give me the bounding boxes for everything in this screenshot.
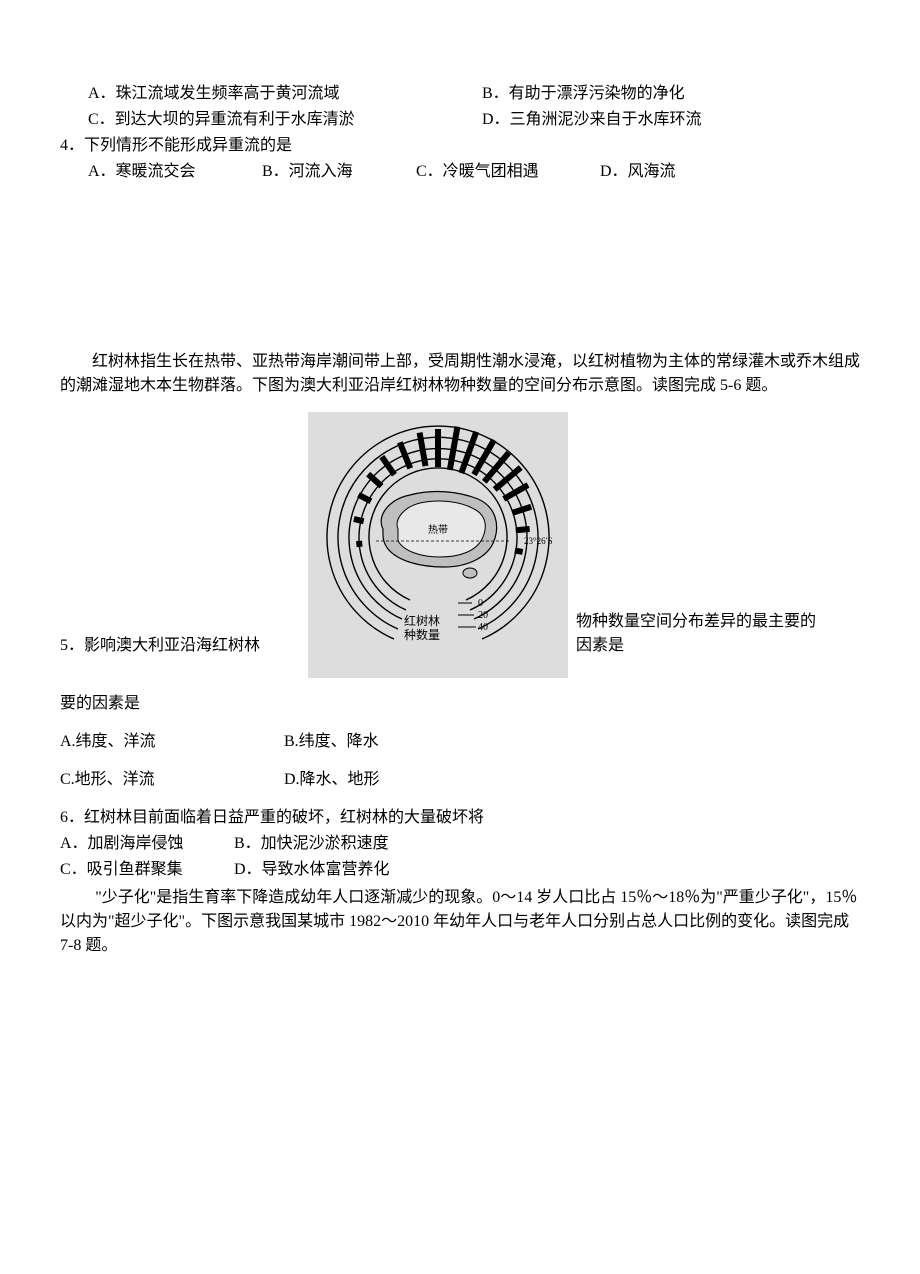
q5-options-row2: C.地形、洋流 D.降水、地形 <box>60 768 860 792</box>
q6-option-d: D．导致水体富营养化 <box>234 858 404 882</box>
q4-option-b: B．河流入海 <box>262 160 412 184</box>
figure-label-main: 红树林 <box>404 613 440 628</box>
q5-stem-right: 物种数量空间分布差异的最主要的因素是 <box>568 610 826 686</box>
q3-option-b: B．有助于漂浮污染物的净化 <box>482 82 685 106</box>
q4-option-a: A．寒暖流交会 <box>88 160 258 184</box>
spacer <box>60 186 860 346</box>
q6-stem: 6．红树林目前面临着日益严重的破坏，红树林的大量破坏将 <box>60 806 860 830</box>
mangrove-distribution-svg: 热带 23°26′S <box>308 412 568 678</box>
q5-options-row1: A.纬度、洋流 B.纬度、降水 <box>60 730 860 754</box>
q3-option-a: A．珠江流域发生频率高于黄河流域 <box>88 82 478 106</box>
q5-stem-tail: 要的因素是 <box>60 692 860 716</box>
q3-option-d: D．三角洲泥沙来自于水库环流 <box>482 108 702 132</box>
q6-option-a: A．加剧海岸侵蚀 <box>60 832 230 856</box>
intro-78: "少子化"是指生育率下降造成幼年人口逐渐减少的现象。0～14 岁人口比占 15％… <box>60 886 860 958</box>
q3-option-c: C．到达大坝的异重流有利于水库清淤 <box>88 108 478 132</box>
tropic-label: 热带 <box>428 523 448 536</box>
q6-option-b: B．加快泥沙淤积速度 <box>234 832 404 856</box>
q3-options-row2: C．到达大坝的异重流有利于水库清淤 D．三角洲泥沙来自于水库环流 <box>60 108 860 132</box>
q6-options-row2: C．吸引鱼群聚集 D．导致水体富营养化 <box>60 858 860 882</box>
q5-option-a: A.纬度、洋流 <box>60 730 280 754</box>
q5-option-c: C.地形、洋流 <box>60 768 280 792</box>
q4-option-d: D．风海流 <box>600 160 676 184</box>
figure-australia-mangrove: 热带 23°26′S <box>308 412 568 686</box>
scale-0: 0 <box>478 598 483 609</box>
q6-options-row1: A．加剧海岸侵蚀 B．加快泥沙淤积速度 <box>60 832 860 856</box>
q4-option-c: C．冷暖气团相遇 <box>416 160 596 184</box>
q5-option-d: D.降水、地形 <box>284 768 504 792</box>
q3-options-row1: A．珠江流域发生频率高于黄河流域 B．有助于漂浮污染物的净化 <box>60 82 860 106</box>
scale-20: 20 <box>478 610 488 621</box>
q4-options: A．寒暖流交会 B．河流入海 C．冷暖气团相遇 D．风海流 <box>60 160 860 184</box>
q4-stem: 4．下列情形不能形成异重流的是 <box>60 134 860 158</box>
tropic-lat: 23°26′S <box>524 536 553 546</box>
intro-78-text: "少子化"是指生育率下降造成幼年人口逐渐减少的现象。0～14 岁人口比占 15％… <box>60 886 860 958</box>
scale-40: 40 <box>478 622 488 633</box>
q6-option-c: C．吸引鱼群聚集 <box>60 858 230 882</box>
figure-row: 5．影响澳大利亚沿海红树林 <box>60 412 860 686</box>
intro-56: 红树林指生长在热带、亚热带海岸潮间带上部，受周期性潮水浸淹，以红树植物为主体的常… <box>60 350 860 398</box>
figure-label-sub: 种数量 <box>404 627 440 642</box>
q5-stem-left: 5．影响澳大利亚沿海红树林 <box>60 634 308 686</box>
q5-option-b: B.纬度、降水 <box>284 730 504 754</box>
